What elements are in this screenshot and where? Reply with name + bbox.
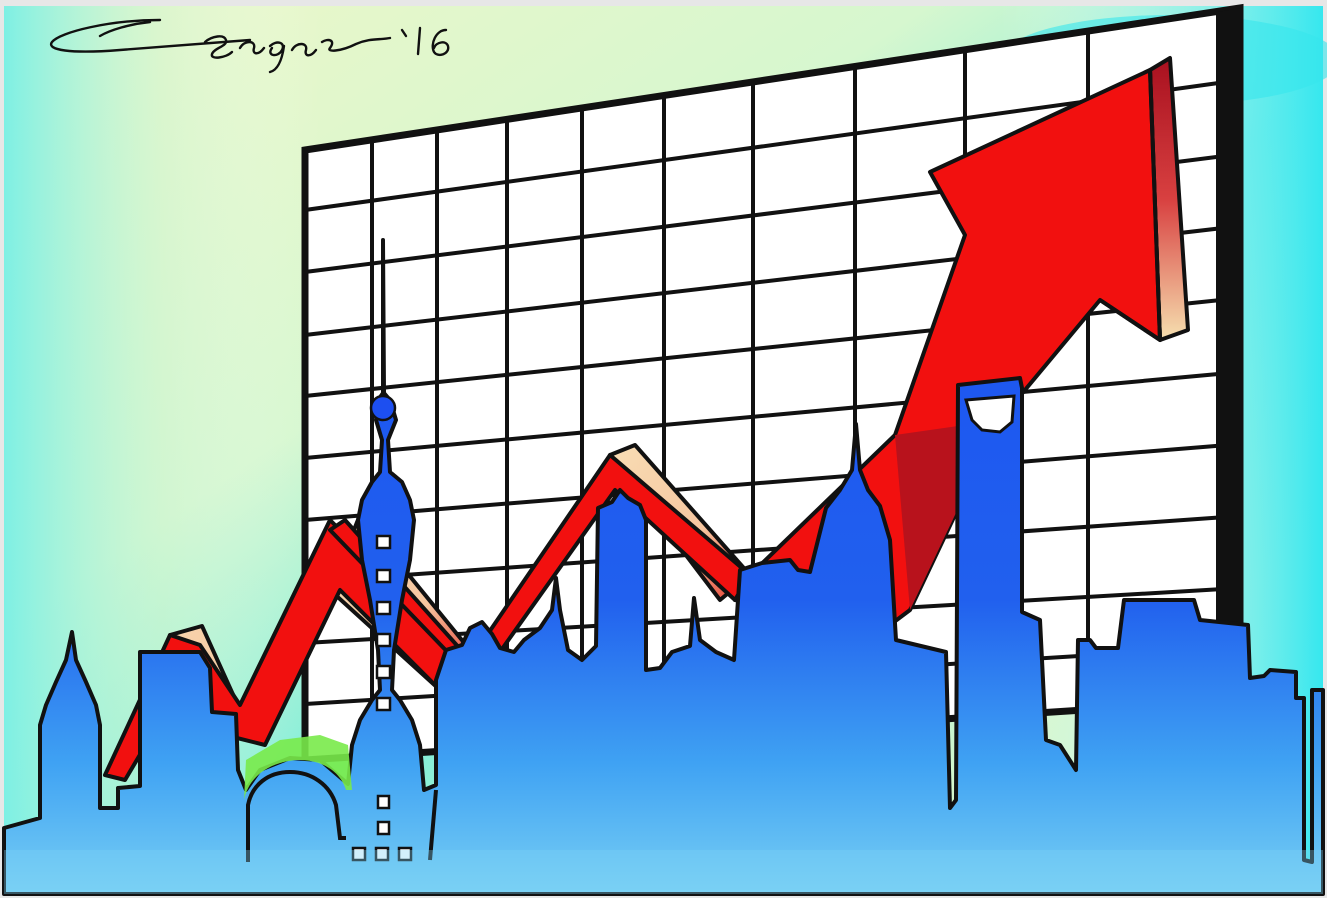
water-reflection [4, 850, 1323, 894]
tv-tower-icon [351, 394, 413, 862]
city-skyline-icon [2, 238, 1325, 896]
signature-icon [49, 18, 450, 74]
